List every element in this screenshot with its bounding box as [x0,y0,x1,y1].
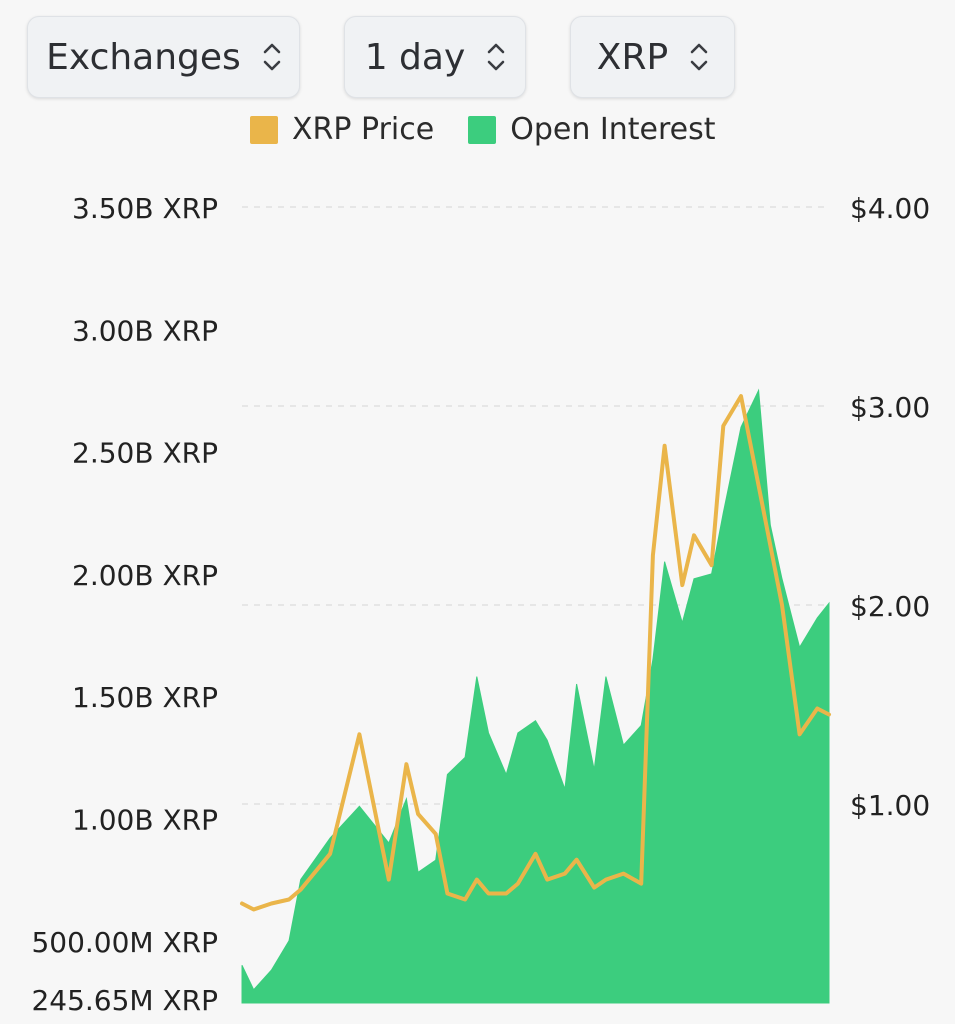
y-left-tick-label: 1.00B XRP [72,803,218,836]
legend-label-open-interest: Open Interest [510,112,716,147]
legend-swatch-open-interest [468,115,497,144]
y-right-tick-label: $2.00 [850,590,930,623]
xrp-price-line [240,394,831,912]
legend-swatch-price [250,115,278,144]
y-right-tick-label: $1.00 [850,789,930,822]
legend-label-price: XRP Price [292,112,435,147]
chart-legend: XRP Price Open Interest [250,112,716,147]
coin-select-value: XRP [596,36,669,78]
open-interest-area [241,388,830,1004]
y-left-tick-label: 1.50B XRP [72,681,218,714]
y-left-tick-label: 2.50B XRP [72,437,218,470]
y-right-tick-label: $4.00 [850,192,930,225]
period-select-value: 1 day [364,36,466,78]
y-left-tick-label: 3.50B XRP [72,192,218,225]
y-left-tick-label: 245.65M XRP [31,984,218,1017]
chevron-up-down-icon [263,43,281,71]
chevron-up-down-icon [690,43,708,71]
exchange-select-value: Exchanges [46,36,241,78]
y-left-tick-label: 2.00B XRP [72,559,218,592]
chevron-up-down-icon [487,43,505,71]
y-right-tick-label: $3.00 [850,391,930,424]
legend-item-open-interest[interactable]: Open Interest [468,112,716,147]
coin-select[interactable]: XRP [570,16,735,98]
legend-item-price[interactable]: XRP Price [250,112,434,147]
exchange-select[interactable]: Exchanges [27,16,300,98]
period-select[interactable]: 1 day [344,16,526,98]
y-left-tick-label: 3.00B XRP [72,314,218,347]
y-left-tick-label: 500.00M XRP [31,926,218,959]
